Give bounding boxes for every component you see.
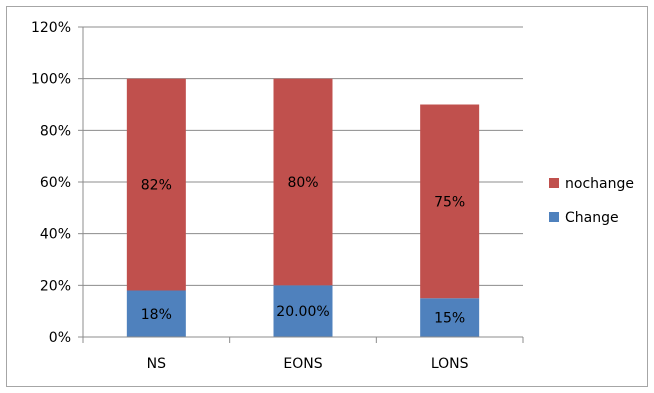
bar-segment-nochange [420,104,480,299]
data-label: 20.00% [276,304,329,320]
data-label: 15% [434,311,465,327]
bar-segment-nochange [273,78,333,286]
y-tick-label: 40% [40,227,71,243]
data-label: 82% [141,178,172,194]
y-tick-label: 120% [31,20,71,36]
bar-segment-nochange [126,78,186,291]
bars [126,78,480,337]
bar-segment-change [126,290,186,337]
x-tick-labels: NS EONS LONS [147,356,469,372]
data-labels: 18% 82% 20.00% 80% 15% 75% [141,175,465,327]
x-tick-label: LONS [431,356,469,372]
data-label: 75% [434,194,465,210]
legend-swatch [549,178,559,188]
axes [78,26,524,343]
data-label: 80% [287,175,318,191]
legend-label: nochange [565,176,634,192]
y-tick-label: 20% [40,278,71,294]
y-tick-label: 60% [40,175,71,191]
y-tick-label: 100% [31,72,71,88]
x-tick-label: EONS [283,356,322,372]
legend-swatch [549,212,559,222]
legend: nochange Change [549,176,634,226]
legend-label: Change [565,210,619,226]
y-tick-labels: 0% 20% 40% 60% 80% 100% 120% [31,20,71,346]
data-label: 18% [141,307,172,323]
y-tick-label: 80% [40,123,71,139]
bar-segment-change [420,298,480,337]
y-tick-label: 0% [49,330,71,346]
x-tick-label: NS [147,356,166,372]
bar-segment-change [273,285,333,337]
